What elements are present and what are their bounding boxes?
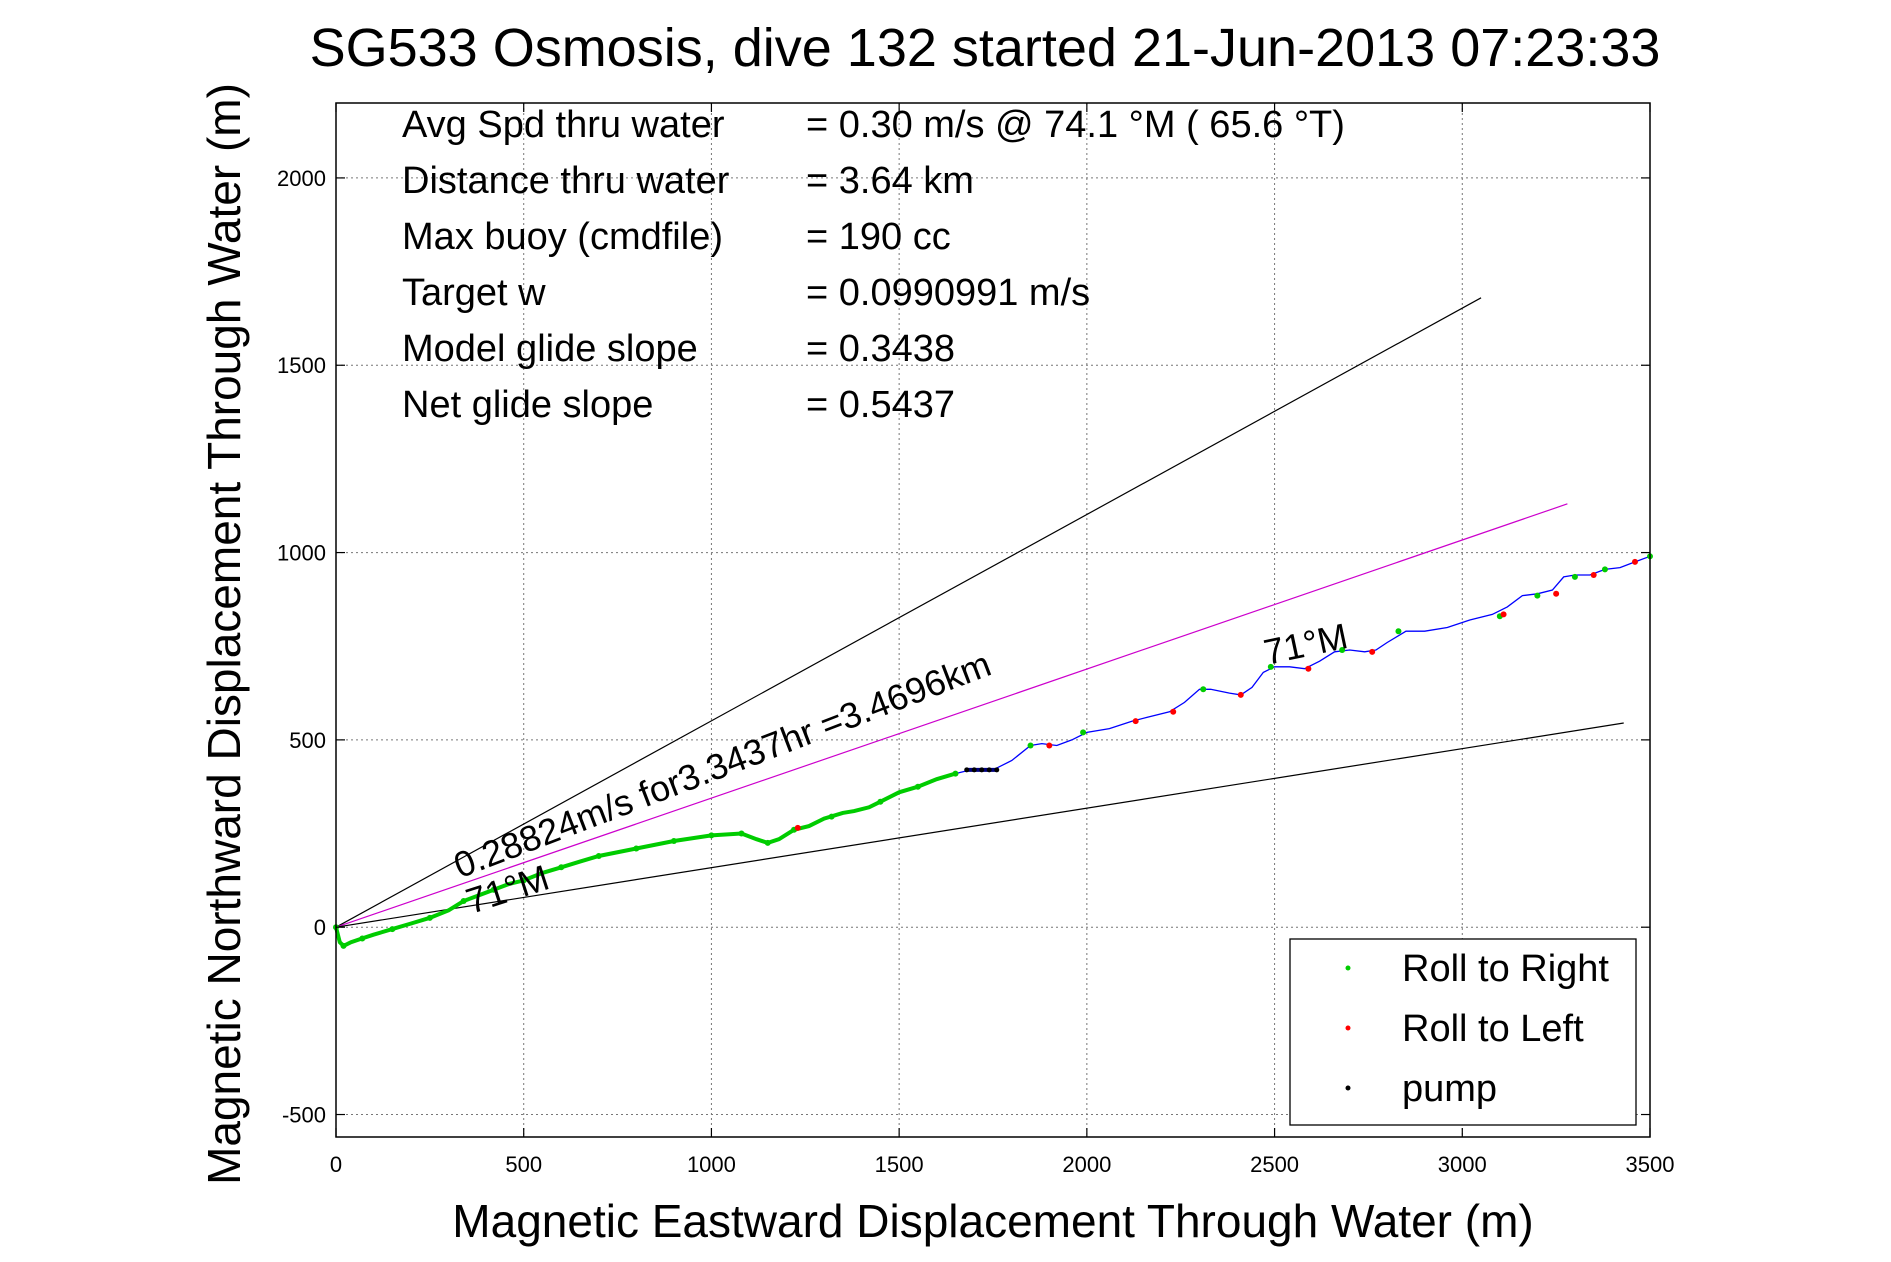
ticks: 0 500 1000 1500 2000 2500 3000 3500-50005001000… xyxy=(277,103,1674,1177)
roll-right-point xyxy=(914,783,921,790)
info-value: = 0.0990991 m/s xyxy=(806,272,1090,314)
roll-right-point xyxy=(1027,742,1034,749)
x-tick-label: 1000 xyxy=(687,1152,736,1177)
roll-right-point xyxy=(359,935,366,942)
info-value: = 0.5437 xyxy=(806,384,955,426)
pump-point xyxy=(971,767,977,773)
roll-right-point xyxy=(633,845,640,852)
roll-right-point xyxy=(1080,729,1087,736)
roll-left-point xyxy=(794,824,801,831)
y-axis-label: Magnetic Northward Displacement Through … xyxy=(198,83,250,1185)
legend-marker xyxy=(1345,965,1351,971)
roll-right-point xyxy=(1200,686,1207,693)
reference-lines xyxy=(335,297,1624,928)
roll-right-point xyxy=(1534,592,1541,599)
roll-left-point xyxy=(1132,718,1139,725)
info-value: = 0.30 m/s @ 74.1 °M ( 65.6 °T) xyxy=(806,104,1345,146)
info-label: Target w xyxy=(402,272,546,314)
chart-title: SG533 Osmosis, dive 132 started 21-Jun-2… xyxy=(310,18,1661,78)
pump-point xyxy=(979,767,985,773)
roll-right-point xyxy=(1571,573,1578,580)
roll-right-point xyxy=(460,897,467,904)
info-label: Avg Spd thru water xyxy=(402,104,725,146)
legend: Roll to Right Roll to Left pump xyxy=(1289,938,1637,1126)
roll-right-point xyxy=(738,830,745,837)
roll-left-point xyxy=(1590,572,1597,579)
info-label: Net glide slope xyxy=(402,384,653,426)
roll-right-point xyxy=(1601,566,1608,573)
info-label: Max buoy (cmdfile) xyxy=(402,216,723,258)
x-tick-label: 2000 xyxy=(1062,1152,1111,1177)
roll-right-point xyxy=(877,798,884,805)
roll-left-point xyxy=(1369,648,1376,655)
y-tick-label: 500 xyxy=(289,728,326,753)
roll-right-point xyxy=(708,832,715,839)
roll-right-point xyxy=(764,839,771,846)
roll-right-point xyxy=(828,813,835,820)
roll-right-point xyxy=(389,926,396,933)
info-label: Model glide slope xyxy=(402,328,698,370)
markers xyxy=(333,553,1653,949)
y-tick-label: 2000 xyxy=(277,166,326,191)
roll-right-point xyxy=(340,942,347,949)
roll-left-point xyxy=(1170,708,1177,715)
legend-label: Roll to Left xyxy=(1402,1008,1584,1050)
roll-right-point xyxy=(1339,646,1346,653)
legend-label: Roll to Right xyxy=(1402,948,1609,990)
reference-line xyxy=(335,297,1482,928)
info-value: = 0.3438 xyxy=(806,328,955,370)
y-tick-label: 0 xyxy=(314,915,326,940)
info-value: = 3.64 km xyxy=(806,160,974,202)
roll-right-point xyxy=(1267,663,1274,670)
x-tick-label: 3500 xyxy=(1626,1152,1675,1177)
roll-right-point xyxy=(426,914,433,921)
roll-right-point xyxy=(558,864,565,871)
roll-left-point xyxy=(1237,691,1244,698)
y-tick-label: 1000 xyxy=(277,541,326,566)
roll-left-point xyxy=(1553,590,1560,597)
x-tick-label: 2500 xyxy=(1250,1152,1299,1177)
roll-right-point xyxy=(670,838,677,845)
pump-point xyxy=(994,767,1000,773)
legend-label: pump xyxy=(1402,1068,1497,1110)
roll-right-point xyxy=(595,853,602,860)
reference-line xyxy=(335,503,1568,928)
y-tick-label: 1500 xyxy=(277,353,326,378)
x-tick-label: 0 xyxy=(330,1152,342,1177)
x-axis-label: Magnetic Eastward Displacement Through W… xyxy=(452,1195,1533,1247)
x-tick-label: 500 xyxy=(505,1152,542,1177)
grid xyxy=(336,103,1650,1137)
roll-left-point xyxy=(1631,558,1638,565)
pump-point xyxy=(964,767,970,773)
roll-left-point xyxy=(1305,665,1312,672)
x-tick-label: 3000 xyxy=(1438,1152,1487,1177)
roll-right-point xyxy=(952,770,959,777)
pump-point xyxy=(986,767,992,773)
legend-marker xyxy=(1345,1025,1351,1031)
y-tick-label: -500 xyxy=(282,1103,326,1128)
reference-line xyxy=(335,722,1624,928)
plot-frame xyxy=(335,102,1651,1138)
info-label: Distance thru water xyxy=(402,160,730,202)
roll-right-point xyxy=(520,877,527,884)
roll-right-point xyxy=(490,886,497,893)
info-value: = 190 cc xyxy=(806,216,951,258)
legend-marker xyxy=(1345,1085,1351,1091)
roll-left-point xyxy=(1046,742,1053,749)
x-tick-label: 1500 xyxy=(875,1152,924,1177)
info-block: Avg Spd thru water = 0.30 m/s @ 74.1 °M (… xyxy=(402,104,1345,426)
roll-left-point xyxy=(1500,611,1507,618)
roll-right-point xyxy=(1395,628,1402,635)
